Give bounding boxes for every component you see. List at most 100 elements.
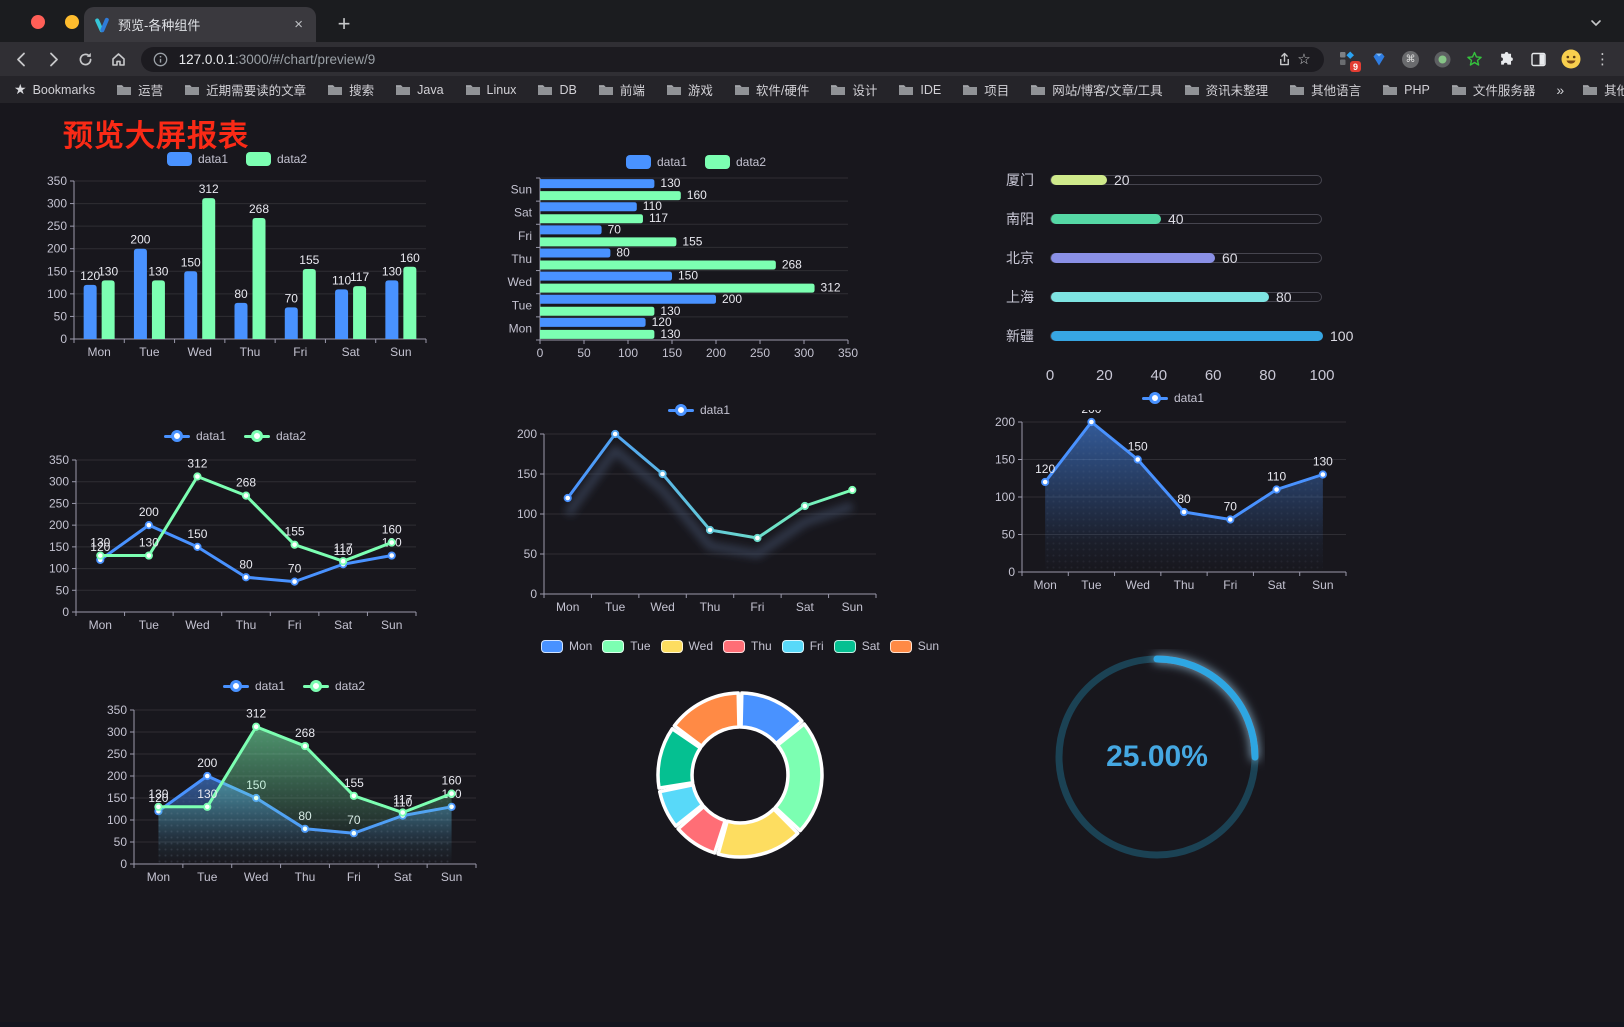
forward-button[interactable] [43, 48, 64, 70]
horizontal-bar-chart[interactable]: data1 data2 0 50 100 150 200 250 300 350 Sun 130 160… [500, 150, 892, 366]
svg-text:Mon: Mon [147, 870, 170, 884]
bookmark-label: Java [417, 82, 444, 97]
legend-item[interactable]: data1 [222, 679, 285, 693]
legend-item[interactable]: data2 [246, 152, 307, 166]
bookmark-folder[interactable]: DB [537, 82, 577, 97]
bookmarks-overflow-icon[interactable]: » [1556, 81, 1565, 98]
recorder-extension-icon[interactable] [1433, 50, 1451, 68]
legend-item[interactable]: data1 [1141, 391, 1204, 405]
gem-extension-icon[interactable] [1370, 50, 1388, 68]
single-area-chart[interactable]: data1 0 50 100 150 200 Mon Tue Wed Thu Fri Sat Sun 12… [986, 386, 1360, 598]
svg-text:110: 110 [643, 199, 662, 213]
bookmark-folder[interactable]: 前端 [598, 80, 645, 99]
other-bookmarks-folder[interactable]: 其他书签 [1582, 80, 1624, 99]
percent-gauge-chart[interactable]: 25.00% [1036, 632, 1278, 882]
legend-item[interactable]: Sat [833, 639, 880, 653]
bookmarks-root[interactable]: ★ Bookmarks [14, 81, 95, 98]
svg-text:117: 117 [350, 270, 369, 284]
side-panel-icon[interactable] [1529, 50, 1547, 68]
tab-close-icon[interactable]: × [294, 16, 303, 33]
progress-track: 80 [1050, 289, 1322, 305]
legend-item[interactable]: Thu [723, 639, 772, 653]
new-tab-button[interactable]: + [337, 11, 351, 36]
svg-text:Sun: Sun [1312, 578, 1333, 592]
bookmark-folder[interactable]: 资讯未整理 [1184, 80, 1268, 99]
svg-text:200: 200 [47, 242, 67, 256]
legend-item[interactable]: data1 [667, 403, 730, 417]
bookmark-folder[interactable]: 运营 [116, 80, 163, 99]
macos-close-button[interactable] [31, 15, 45, 29]
legend-item[interactable]: data1 [166, 152, 228, 166]
bookmark-folder[interactable]: PHP [1382, 83, 1430, 97]
bookmark-folder[interactable]: IDE [898, 83, 941, 97]
bookmark-label: 软件/硬件 [755, 84, 810, 98]
svg-text:160: 160 [687, 188, 707, 202]
bookmark-folder[interactable]: 游戏 [666, 80, 713, 99]
legend-item[interactable]: Wed [660, 639, 713, 653]
back-button[interactable] [11, 48, 32, 70]
chart-legend: data1 [508, 398, 890, 422]
progress-track: 40 [1050, 211, 1322, 227]
legend-item[interactable]: data1 [625, 155, 687, 169]
bookmark-star-icon[interactable]: ☆ [1297, 51, 1311, 68]
svg-text:250: 250 [49, 496, 69, 510]
bookmarks-label: Bookmarks [32, 82, 96, 97]
city-progress-chart[interactable]: 厦门 20 南阳 40 北京 60 上海 80 新疆 100 0 20 40 60 80 100 [1006, 158, 1362, 385]
bookmark-folder[interactable]: 文件服务器 [1451, 80, 1535, 99]
svg-text:268: 268 [295, 726, 315, 740]
bookmark-label: DB [559, 82, 577, 97]
reload-button[interactable] [75, 48, 96, 70]
svg-text:150: 150 [47, 264, 67, 278]
bookmark-folder[interactable]: 其他语言 [1289, 80, 1361, 99]
legend-item[interactable]: data1 [163, 429, 226, 443]
svg-text:300: 300 [49, 475, 69, 489]
svg-text:Sat: Sat [342, 345, 361, 359]
bookmark-folder[interactable]: 网站/博客/文章/工具 [1030, 80, 1163, 99]
legend-swatch [889, 639, 912, 653]
extension-grid-icon[interactable]: 9 [1338, 50, 1362, 72]
bookmark-folder[interactable]: 搜索 [327, 80, 374, 99]
macos-minimize-button[interactable] [65, 15, 79, 29]
legend-item[interactable]: Mon [540, 639, 592, 653]
bookmark-folder[interactable]: 设计 [830, 80, 877, 99]
folder-icon [1583, 85, 1598, 95]
axis-tick-label: 40 [1150, 367, 1168, 384]
home-button[interactable] [107, 48, 128, 70]
gradient-line-chart[interactable]: data1 0 50 100 150 200 Mon Tue Wed Thu Fri Sat Sun [508, 398, 890, 620]
grouped-bar-chart[interactable]: data1 data2 0 50 100 150 200 250 300 350 Mon Tue Wed… [38, 147, 436, 365]
folder-icon [185, 85, 200, 95]
extensions-puzzle-icon[interactable] [1497, 50, 1515, 68]
browser-tab[interactable]: 预览-各种组件 × [84, 7, 316, 42]
bookmark-folder[interactable]: Linux [465, 83, 516, 97]
url-bar[interactable]: 127.0.0.1:3000/#/chart/preview/9 ☆ [140, 46, 1325, 72]
bookmark-folder[interactable]: 项目 [962, 80, 1009, 99]
legend-item[interactable]: Fri [781, 639, 824, 653]
browser-menu-icon[interactable]: ⋮ [1595, 51, 1611, 68]
legend-item[interactable]: Tue [602, 639, 651, 653]
progress-label: 新疆 [1006, 327, 1034, 344]
svg-text:100: 100 [49, 562, 69, 576]
two-series-area-chart[interactable]: data1 data2 0 50 100 150 200 250 300 350 Mon Tue Wed… [98, 674, 490, 890]
svg-text:268: 268 [782, 258, 802, 272]
tab-title: 预览-各种组件 [118, 18, 201, 33]
bookmark-folder[interactable]: 近期需要读的文章 [184, 80, 306, 99]
green-star-extension-icon[interactable] [1465, 50, 1483, 68]
legend-swatch [303, 680, 329, 693]
bookmark-folder[interactable]: 软件/硬件 [734, 80, 809, 99]
share-icon[interactable] [1274, 49, 1294, 69]
svg-text:Sat: Sat [334, 618, 353, 632]
profile-avatar[interactable] [1561, 49, 1581, 69]
site-info-icon[interactable] [151, 49, 171, 69]
command-extension-icon[interactable]: ⌘ [1402, 50, 1420, 68]
legend-item[interactable]: data2 [244, 429, 306, 443]
chevron-down-icon[interactable] [1590, 14, 1602, 32]
svg-text:Tue: Tue [197, 870, 218, 884]
legend-item[interactable]: data2 [705, 155, 766, 169]
progress-row: 厦门 20 [1006, 160, 1362, 199]
bookmark-folder[interactable]: Java [395, 82, 444, 97]
two-series-line-chart[interactable]: data1 data2 0 50 100 150 200 250 300 350 Mon Tue Wed… [40, 424, 430, 638]
legend-item[interactable]: Sun [889, 639, 939, 653]
svg-text:130: 130 [382, 264, 402, 278]
week-donut-chart[interactable]: Mon Tue Wed Thu Fri Sat Sun [540, 634, 939, 884]
legend-item[interactable]: data2 [303, 679, 365, 693]
